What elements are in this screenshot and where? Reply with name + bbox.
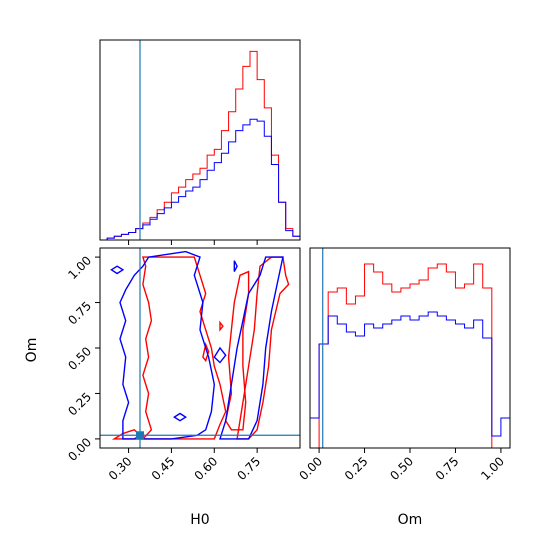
contour-lines-group	[110, 250, 290, 440]
contour-blue-4	[213, 346, 227, 364]
contour-h0-om-panel: 0.30 0.45 0.60 0.75 0.00 0.25 0.50 0.75 1.00	[65, 247, 301, 483]
contour-y-tick-label: 0.00	[65, 435, 94, 464]
contour-x-tick-label: 0.60	[192, 454, 221, 483]
contour-red-3	[224, 270, 250, 431]
om-hist-x-tick-label: 0.25	[342, 454, 371, 483]
x-axis-label-h0: H0	[190, 512, 209, 528]
contour-x-tick-label: 0.45	[149, 454, 178, 483]
histogram-h0-panel	[99, 39, 301, 245]
contour-red-4	[202, 342, 210, 363]
histogram-om-panel: 0.00 0.25 0.50 0.75 1.00	[296, 247, 511, 483]
contour-red-1	[236, 256, 290, 440]
contour-blue-1	[219, 256, 284, 440]
y-axis-label-om: Om	[24, 338, 40, 363]
contour-x-tick-label: 0.75	[234, 454, 263, 483]
contour-red-5	[219, 320, 224, 332]
h0-histogram-red	[100, 50, 301, 241]
contour-blue-0	[119, 250, 216, 440]
h0-histogram-blue	[100, 118, 301, 241]
contour-y-tick-label: 0.75	[65, 299, 94, 328]
h0-hist-frame	[99, 39, 301, 241]
contour-y-tick-label: 1.00	[65, 253, 94, 282]
truth-marker	[136, 431, 144, 440]
om-hist-x-tick-label: 0.75	[433, 454, 462, 483]
om-hist-x-tick-label: 1.00	[478, 454, 507, 483]
om-hist-x-tick-label: 0.50	[387, 454, 416, 483]
om-histogram-blue	[309, 311, 511, 448]
contour-x-tick-label: 0.30	[106, 454, 135, 483]
om-hist-frame	[309, 247, 511, 449]
contour-red-0	[141, 256, 227, 440]
contour-y-tick-label: 0.25	[65, 390, 94, 419]
om-histogram-red	[310, 263, 510, 449]
contour-blue-3	[172, 412, 188, 422]
contour-y-tick-label: 0.50	[65, 344, 94, 373]
contour-blue-2	[110, 265, 125, 275]
om-hist-x-tick-label: 0.00	[296, 454, 325, 483]
contour-blue-5	[233, 260, 238, 272]
x-axis-label-om: Om	[398, 512, 423, 528]
